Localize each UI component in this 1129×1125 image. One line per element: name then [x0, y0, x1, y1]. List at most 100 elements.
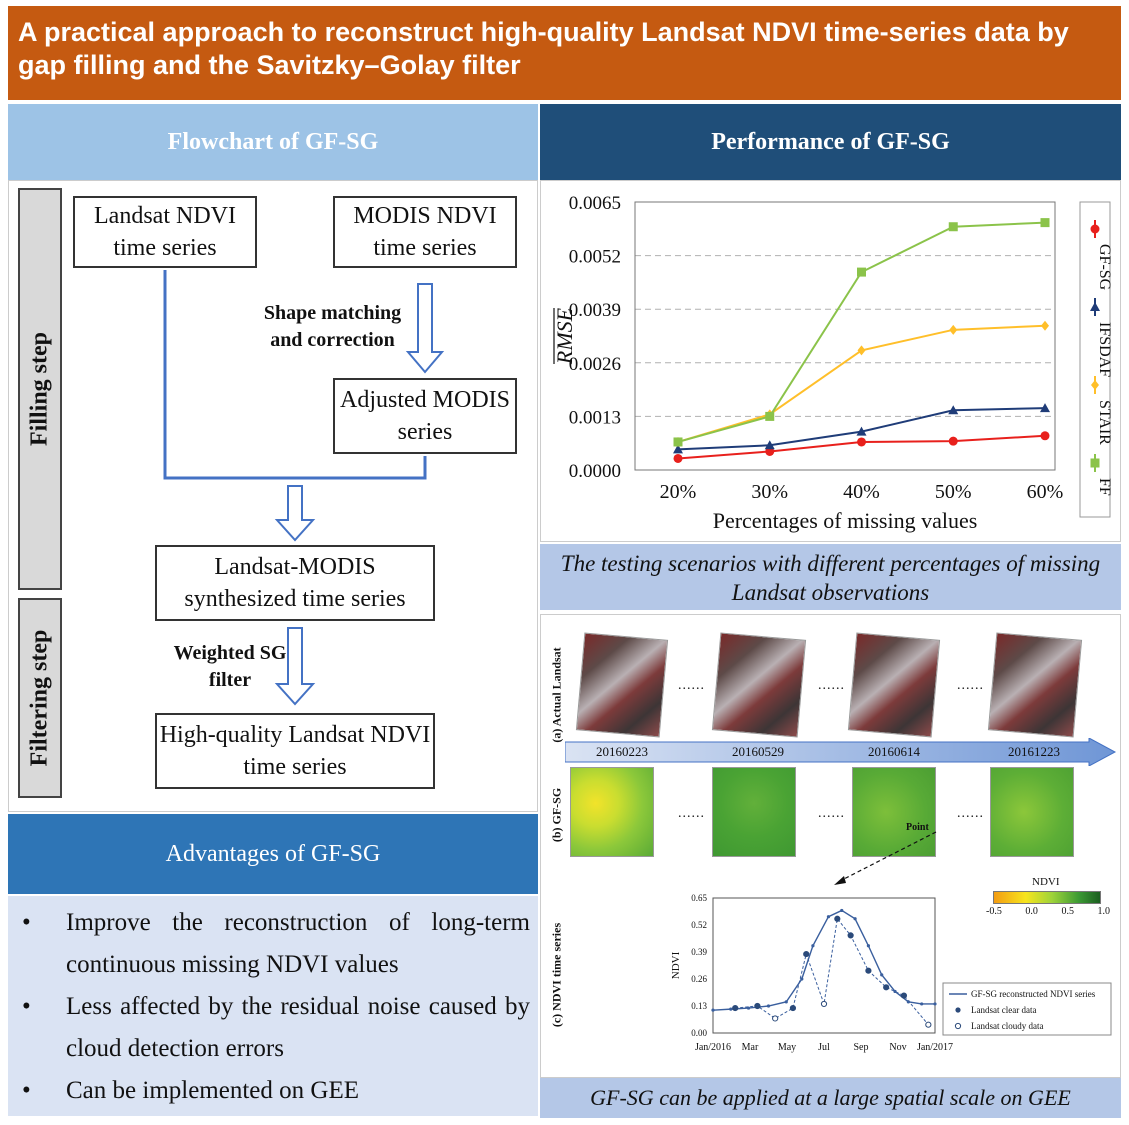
y-tick-label: 0.0013	[569, 407, 621, 428]
date-label: 20161223	[1008, 744, 1060, 759]
data-point	[948, 222, 958, 232]
filtering-step-label: Filtering step	[18, 598, 62, 798]
y-tick-label: 0.0065	[569, 193, 621, 214]
ts-clear-point	[865, 967, 872, 974]
data-point	[948, 405, 959, 415]
data-point	[765, 411, 775, 421]
timeline-arrow	[565, 738, 1117, 766]
ndvi-timeseries-chart: 0.00 0.13 0.26 0.39 0.52 0.65 Jan/2016 Mar May Ju…	[670, 893, 1112, 1053]
ts-point	[784, 1000, 788, 1004]
ts-clear-point	[803, 950, 810, 958]
x-tick-label: 50%	[935, 481, 972, 503]
y-tick-label: 0.0039	[569, 300, 621, 321]
filling-step-label: Filling step	[18, 188, 62, 590]
ts-y-tick: 0.00	[691, 1028, 707, 1038]
synthesized-box: Landsat-MODIS synthesized time series	[155, 545, 435, 621]
y-tick-label: 0.0000	[569, 461, 621, 482]
ts-clear-point	[847, 932, 854, 939]
high-quality-box: High-quality Landsat NDVI time series	[155, 713, 435, 789]
ts-point	[920, 1002, 924, 1006]
data-point	[1090, 302, 1100, 311]
shape-matching-label: Shape matching and correction	[263, 302, 402, 351]
merge-arrow	[274, 485, 316, 542]
rmse-chart: 0.0000 0.0013 0.0026 0.0039 0.0052 0.0065 20% 3…	[552, 193, 1113, 533]
ellipsis: ......	[678, 678, 705, 693]
data-point	[857, 267, 866, 277]
data-point	[1090, 458, 1100, 468]
ts-legend-box	[942, 982, 1112, 1036]
ts-clear-point	[883, 984, 890, 991]
gfsg-image-3	[852, 767, 936, 857]
x-axis-label: Percentages of missing values	[713, 508, 978, 533]
ts-cloudy-point	[820, 1000, 828, 1008]
ts-observed-line	[735, 917, 929, 1026]
gee-caption: GF-SG can be applied at a large spatial …	[540, 1078, 1121, 1118]
filter-arrow	[274, 627, 316, 706]
ts-x-tick: Jan/2016	[695, 1042, 731, 1053]
ts-legend-cloudy	[954, 1022, 962, 1030]
flowchart-connectors	[163, 270, 445, 706]
landsat-image-1	[575, 632, 669, 738]
bullet: •	[22, 1077, 31, 1104]
gfsg-image-2	[712, 767, 796, 857]
date-label: 20160614	[868, 744, 920, 759]
landsat-image-2	[711, 632, 807, 738]
ts-y-tick: 0.26	[691, 974, 707, 984]
ts-legend-label: GF-SG reconstructed NDVI series	[971, 989, 1096, 999]
ndvi-colorbar	[993, 891, 1101, 904]
flowchart-panel	[8, 180, 538, 812]
data-point	[673, 453, 683, 463]
modis-ndvi-box: MODIS NDVI time series	[333, 196, 517, 268]
ts-x-tick: May	[778, 1042, 796, 1053]
y-tick-label: 0.0052	[569, 247, 621, 268]
label-a: (a) Actual Landsat	[548, 640, 566, 750]
ts-cloudy-point	[925, 1021, 932, 1028]
ellipsis: ......	[818, 806, 845, 821]
label-c-text: (c) NDVI time series	[549, 922, 564, 1028]
poster-title: A practical approach to reconstruct high…	[8, 6, 1121, 100]
ts-point	[853, 917, 857, 921]
ellipsis: ......	[957, 678, 984, 693]
y-tick-label: 0.0026	[569, 354, 621, 375]
data-point	[857, 437, 866, 447]
ts-cloudy-point	[772, 1015, 779, 1022]
ts-clear-point	[834, 915, 841, 922]
landsat-image-4	[987, 632, 1083, 738]
advantage-text: Less affected by the residual noise caus…	[66, 993, 530, 1062]
label-c: (c) NDVI time series	[548, 900, 566, 1050]
data-point	[1041, 320, 1049, 331]
advantages-list: • Improve the reconstruction of long-term…	[8, 896, 538, 1116]
ellipsis: ......	[818, 678, 845, 693]
data-point	[857, 345, 866, 356]
ts-point	[933, 1002, 937, 1006]
data-point	[1040, 431, 1050, 441]
ts-point	[840, 908, 844, 913]
ts-clear-point	[754, 1002, 761, 1010]
data-point	[1090, 224, 1100, 234]
ts-legend-label: Landsat cloudy data	[971, 1021, 1043, 1031]
gfsg-image-4	[990, 767, 1074, 857]
advantage-text: Improve the reconstruction of long-term …	[66, 909, 530, 978]
chart-caption: The testing scenarios with different per…	[540, 544, 1121, 610]
ts-point	[811, 944, 815, 948]
advantage-text: Can be implemented on GEE	[66, 1077, 359, 1104]
point-label: Point	[906, 822, 929, 833]
ts-clear-point	[732, 1004, 739, 1012]
date-label: 20160223	[596, 744, 648, 759]
ts-point	[866, 944, 870, 948]
ts-point	[729, 1007, 733, 1011]
ts-x-tick: Nov	[889, 1042, 906, 1053]
ts-y-tick: 0.39	[691, 947, 707, 957]
gfsg-image-1	[570, 767, 654, 857]
x-tick-label: 40%	[843, 481, 880, 503]
ts-clear-point	[900, 992, 908, 999]
legend-label: GF-SG	[1096, 244, 1113, 291]
tick: 0.0	[1025, 906, 1038, 917]
ts-frame	[712, 897, 936, 1034]
advantage-item: • Improve the reconstruction of long-term…	[8, 902, 530, 986]
gee-panel	[540, 614, 1121, 1078]
label-b: (b) GF-SG	[548, 770, 566, 860]
point-pointer	[834, 831, 937, 885]
bullet: •	[22, 993, 31, 1020]
ndvi-colorbar-ticks: -0.5 0.0 0.5 1.0	[986, 906, 1110, 917]
